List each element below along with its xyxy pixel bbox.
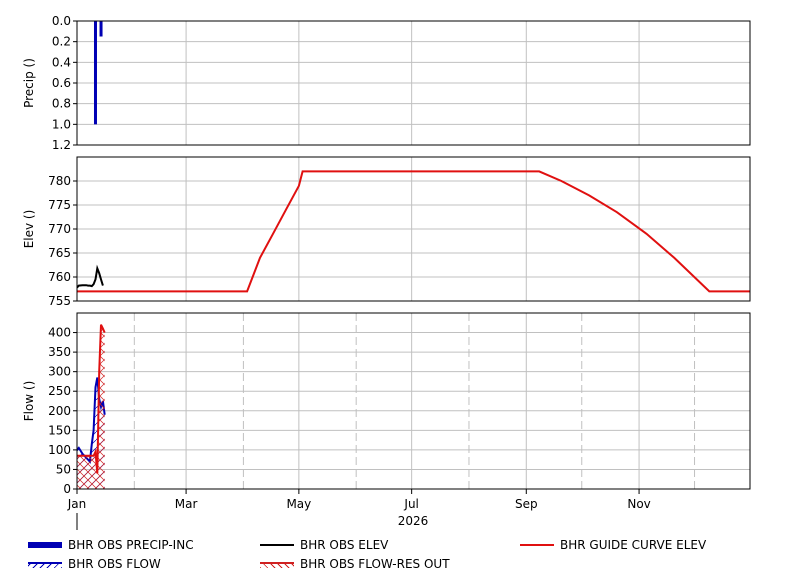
ylabel-elev: Elev () (22, 210, 36, 249)
xtick-label: Jan (67, 497, 87, 511)
xtick-label: Jul (403, 497, 418, 511)
legend-label: BHR OBS ELEV (300, 538, 389, 552)
elev-series (77, 170, 750, 293)
xtick-label: Mar (175, 497, 198, 511)
elev-ytick-label: 760 (48, 270, 71, 284)
precip-ytick-label: 0.4 (52, 55, 71, 69)
legend-label: BHR GUIDE CURVE ELEV (560, 538, 707, 552)
elev-ytick-label: 775 (48, 198, 71, 212)
flow-ytick-label: 250 (48, 384, 71, 398)
xtick-label: Sep (515, 497, 538, 511)
legend-label: BHR OBS PRECIP-INC (68, 538, 194, 552)
legend-swatch-precip (28, 540, 62, 550)
flow-ytick-label: 150 (48, 423, 71, 437)
legend-obs-elev: BHR OBS ELEV (260, 538, 388, 552)
legend-swatch-res-out (260, 559, 294, 569)
elev-ytick-label: 755 (48, 294, 71, 308)
legend-label: BHR OBS FLOW (68, 557, 161, 571)
ylabel-flow: Flow () (22, 381, 36, 422)
legend-swatch-guide-curve (520, 540, 554, 550)
precip-ytick-label: 1.2 (52, 138, 71, 152)
flow-series (77, 324, 106, 489)
flow-ytick-label: 300 (48, 365, 71, 379)
legend-guide-curve: BHR GUIDE CURVE ELEV (520, 538, 706, 552)
flow-frame (76, 312, 751, 490)
flow-ytick-label: 100 (48, 443, 71, 457)
precip-series (93, 21, 103, 125)
legend-swatch-obs-flow (28, 559, 62, 569)
xtick-label: Nov (627, 497, 650, 511)
precip-ytick-label: 0.8 (52, 97, 71, 111)
xlabel-year: 2026 (398, 514, 429, 528)
precip-bar (99, 21, 103, 37)
legend-swatch-obs-elev (260, 540, 294, 550)
chart: Precip () Elev () Flow () 2026 0.0 0.2 0.4… (22, 14, 751, 530)
legend-obs-flow: BHR OBS FLOW (28, 557, 161, 571)
flow-ytick-label: 0 (63, 482, 71, 496)
precip-bar (93, 21, 97, 125)
bhr-guide-curve-elev-line (77, 170, 750, 293)
precip-ytick-label: 1.0 (52, 117, 71, 131)
precip-ytick-label: 0.2 (52, 35, 71, 49)
legend-res-out: BHR OBS FLOW-RES OUT (260, 557, 450, 571)
bhr-obs-flow-res-out-line (77, 324, 106, 474)
legend-label: BHR OBS FLOW-RES OUT (300, 557, 450, 571)
legend-precip: BHR OBS PRECIP-INC (28, 538, 194, 552)
elev-ytick-label: 770 (48, 222, 71, 236)
precip-ytick-label: 0.6 (52, 76, 71, 90)
elev-ytick-label: 765 (48, 246, 71, 260)
xtick-label: May (286, 497, 311, 511)
flow-ytick-label: 350 (48, 345, 71, 359)
flow-ytick-label: 50 (56, 462, 71, 476)
elev-frame (76, 156, 751, 302)
ylabel-precip: Precip () (22, 58, 36, 108)
precip-frame (76, 20, 751, 146)
flow-ytick-label: 200 (48, 404, 71, 418)
precip-ytick-label: 0.0 (52, 14, 71, 28)
flow-ytick-label: 400 (48, 326, 71, 340)
elev-ytick-label: 780 (48, 174, 71, 188)
bhr-obs-elev-line (77, 264, 104, 289)
